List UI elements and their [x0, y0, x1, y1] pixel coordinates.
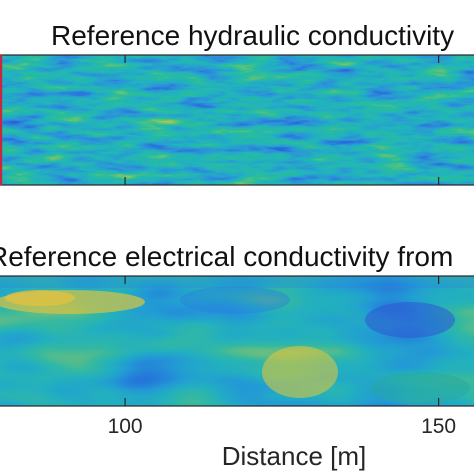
panel-1-frame	[0, 54, 474, 186]
hydraulic-heatmap	[0, 55, 474, 185]
x-tick-label: 100	[108, 415, 143, 438]
panel-electrical: Reference electrical conductivity from 1…	[0, 241, 474, 471]
x-tick-label: 150	[421, 415, 456, 438]
panel-hydraulic: Reference hydraulic conductivity	[0, 20, 474, 186]
electrical-heatmap	[0, 276, 474, 406]
panel-2-frame	[0, 275, 474, 407]
panel-2-title: Reference electrical conductivity from	[0, 241, 453, 272]
panel-2-tick-labels: 100 150	[108, 415, 457, 438]
panel-1-title: Reference hydraulic conductivity	[51, 20, 454, 51]
panel-2-ticks	[124, 276, 440, 406]
panel-1-ticks	[124, 55, 440, 185]
x-axis-label: Distance [m]	[222, 441, 367, 471]
